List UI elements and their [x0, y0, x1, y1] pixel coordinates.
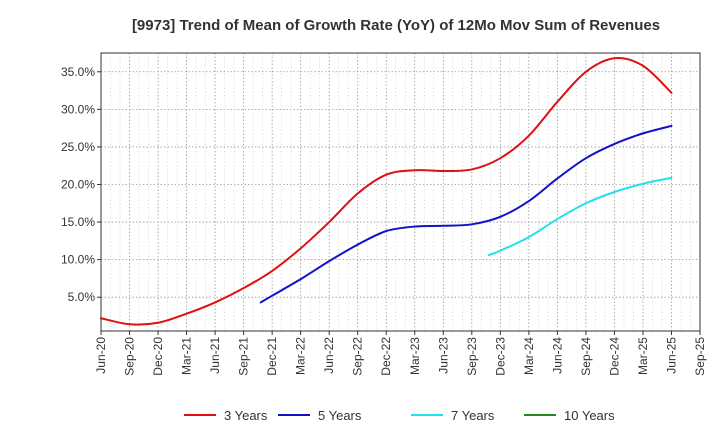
x-tick-label: Mar-22 [294, 337, 308, 375]
x-tick-label: Sep-21 [237, 337, 251, 376]
y-tick-label: 15.0% [61, 215, 95, 229]
x-tick-label: Sep-22 [351, 337, 365, 376]
y-tick-label: 35.0% [61, 65, 95, 79]
series-line-3-years [100, 57, 673, 326]
x-tick-label: Jun-21 [208, 337, 222, 374]
x-tick-label: Sep-23 [465, 337, 479, 376]
y-tick-label: 25.0% [61, 140, 95, 154]
x-tick-label: Dec-20 [151, 337, 165, 376]
series-line-7-years [487, 176, 673, 257]
series-lines [100, 57, 673, 326]
x-tick-label: Dec-22 [379, 337, 393, 376]
y-tick-label: 10.0% [61, 253, 95, 267]
x-tick-label: Dec-21 [265, 337, 279, 376]
legend-label-7-years: 7 Years [451, 408, 495, 423]
x-tick-label: Sep-24 [579, 337, 593, 376]
x-tick-label: Jun-23 [436, 337, 450, 374]
legend-label-5-years: 5 Years [318, 408, 362, 423]
y-axis: 5.0% 10.0% 15.0% 20.0% 25.0% 30.0% 35.0% [61, 65, 101, 304]
x-tick-label: Sep-20 [123, 337, 137, 376]
x-tick-label: Mar-25 [636, 337, 650, 375]
grid [101, 53, 700, 331]
x-axis: Jun-20 Sep-20 Dec-20 Mar-21 Jun-21 Sep-21 Dec-… [94, 331, 707, 376]
legend: 3 Years 5 Years 7 Years 10 Years [184, 408, 615, 423]
x-tick-label: Mar-21 [180, 337, 194, 375]
x-tick-label: Dec-24 [607, 337, 621, 376]
x-tick-label: Jun-25 [664, 337, 678, 374]
x-tick-label: Mar-24 [522, 337, 536, 375]
plot-area [100, 52, 701, 332]
x-tick-label: Sep-25 [693, 337, 707, 376]
legend-label-10-years: 10 Years [564, 408, 615, 423]
y-tick-label: 5.0% [68, 290, 96, 304]
x-tick-label: Jun-22 [322, 337, 336, 374]
legend-label-3-years: 3 Years [224, 408, 268, 423]
series-line-5-years [259, 124, 673, 304]
x-tick-label: Jun-20 [94, 337, 108, 374]
x-tick-label: Dec-23 [493, 337, 507, 376]
x-tick-label: Mar-23 [408, 337, 422, 375]
x-tick-label: Jun-24 [550, 337, 564, 374]
y-tick-label: 30.0% [61, 102, 95, 116]
y-tick-label: 20.0% [61, 177, 95, 191]
chart-title: [9973] Trend of Mean of Growth Rate (YoY… [132, 17, 660, 34]
